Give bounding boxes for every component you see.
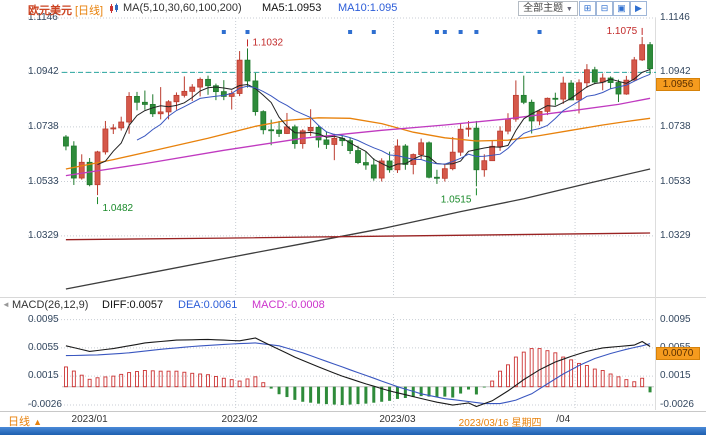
macd-header: ◄ MACD(26,12,9) DIFF:0.0057 DEA:0.0061 M… bbox=[0, 299, 706, 312]
chevron-down-icon: ▼ bbox=[565, 6, 573, 13]
event-marker[interactable] bbox=[474, 30, 479, 34]
ma-line-MA100 bbox=[65, 168, 651, 290]
ma-line-MA10 bbox=[136, 73, 651, 165]
chart-header: 欧元美元 [日线] MA(5,10,30,60,100,200) MA5:1.0… bbox=[0, 0, 706, 17]
triangle-up-icon: ▲ bbox=[33, 417, 42, 427]
price-annotation: 1.0482 bbox=[103, 203, 134, 214]
ma-line-MA30 bbox=[65, 117, 651, 170]
dea-line bbox=[65, 342, 651, 405]
event-marker[interactable] bbox=[221, 30, 226, 34]
themes-label: 全部主题 bbox=[523, 3, 564, 14]
ma-line-MA60 bbox=[65, 97, 651, 177]
next-chart-icon[interactable]: ▶ bbox=[630, 1, 647, 16]
last-price-tag: 1.0956 bbox=[656, 77, 700, 91]
macd-value-tag: 0.0070 bbox=[656, 347, 700, 361]
event-marker[interactable] bbox=[434, 30, 439, 34]
price-annotation: 1.1075 bbox=[607, 26, 638, 37]
event-marker[interactable] bbox=[348, 30, 353, 34]
price-annotation: 1.0515 bbox=[441, 194, 472, 205]
macd-settings-label[interactable]: MACD(26,12,9) bbox=[12, 299, 89, 311]
ma10-value: MA10:1.095 bbox=[338, 2, 398, 14]
bottom-scrollbar[interactable] bbox=[0, 427, 706, 435]
ma-line-MA5 bbox=[97, 69, 651, 168]
ma-settings-label[interactable]: MA(5,10,30,60,100,200) bbox=[123, 2, 242, 14]
diff-line bbox=[65, 337, 651, 408]
period-selector[interactable]: 日线 ▲ bbox=[8, 413, 42, 429]
grid-layout-icon[interactable]: ⊞ bbox=[579, 1, 596, 16]
price-annotation: 1.1032 bbox=[252, 37, 283, 48]
macd-histogram bbox=[63, 348, 652, 406]
themes-dropdown[interactable]: 全部主题 ▼ bbox=[518, 1, 578, 16]
grid-lines bbox=[28, 17, 656, 410]
period-tag: [日线] bbox=[75, 5, 104, 17]
candlestick-icon bbox=[110, 3, 118, 13]
macd-diff-value: DIFF:0.0057 bbox=[102, 299, 164, 311]
period-label: 日线 bbox=[8, 416, 30, 428]
fullscreen-icon[interactable]: ▣ bbox=[613, 1, 630, 16]
macd-dea-value: DEA:0.0061 bbox=[178, 299, 238, 311]
ma5-value: MA5:1.0953 bbox=[262, 2, 322, 14]
candles-group[interactable] bbox=[63, 36, 653, 196]
split-layout-icon[interactable]: ⊟ bbox=[596, 1, 613, 16]
macd-hist-value: MACD:-0.0008 bbox=[252, 299, 325, 311]
symbol-title: 欧元美元 bbox=[28, 5, 72, 17]
event-marker[interactable] bbox=[371, 30, 376, 34]
event-marker[interactable] bbox=[458, 30, 463, 34]
event-marker[interactable] bbox=[442, 30, 447, 34]
ma-line-MA200 bbox=[65, 232, 651, 241]
pane-collapse-icon[interactable]: ◄ bbox=[2, 300, 10, 309]
event-marker[interactable] bbox=[245, 30, 250, 34]
event-marker[interactable] bbox=[537, 30, 542, 34]
